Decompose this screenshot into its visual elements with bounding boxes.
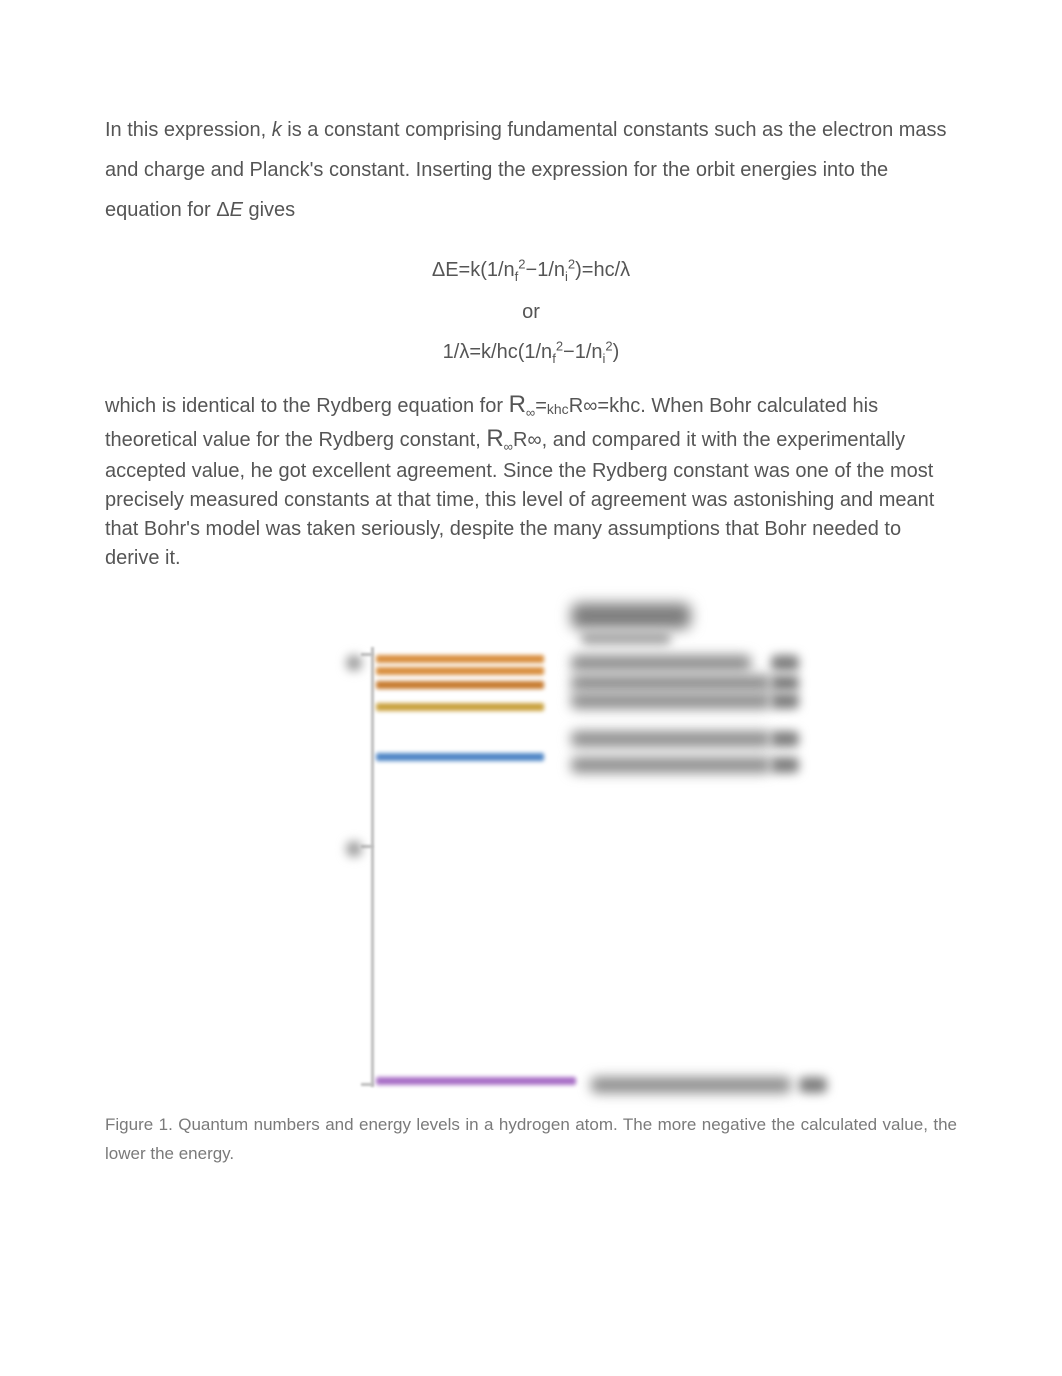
p2-R3: R bbox=[486, 425, 503, 452]
p2-R2: R∞=khc bbox=[569, 395, 641, 417]
eq2-b: −1/n bbox=[563, 341, 602, 363]
energy-level-line bbox=[376, 667, 544, 675]
energy-unit-blur bbox=[771, 655, 799, 671]
eq2-c: ) bbox=[613, 341, 620, 363]
energy-unit-blur bbox=[771, 675, 799, 691]
eq2-sup2: 2 bbox=[605, 338, 612, 353]
eq1-b: −1/n bbox=[526, 259, 565, 281]
energy-unit-blur bbox=[771, 731, 799, 747]
equation-1: ΔE=k(1/nf2−1/ni2)=hc/λ bbox=[105, 254, 957, 288]
equation-or: or bbox=[105, 296, 957, 328]
p2-a: which is identical to the Rydberg equati… bbox=[105, 395, 509, 417]
para1-post: gives bbox=[243, 199, 295, 221]
energy-level-label-blur bbox=[571, 693, 771, 709]
energy-level-figure bbox=[251, 597, 811, 1097]
energy-unit-blur bbox=[771, 693, 799, 709]
intro-paragraph: In this expression, k is a constant comp… bbox=[105, 110, 957, 230]
figure-tick bbox=[361, 653, 373, 656]
equation-2: 1/λ=k/hc(1/nf2−1/ni2) bbox=[105, 336, 957, 370]
para1-pre: In this expression, bbox=[105, 119, 272, 141]
energy-unit-blur bbox=[771, 757, 799, 773]
figure-container bbox=[105, 597, 957, 1097]
p2-R1: R bbox=[509, 391, 526, 418]
energy-level-line bbox=[376, 655, 544, 663]
p2-eq1: = bbox=[535, 395, 547, 417]
figure-caption: Figure 1. Quantum numbers and energy lev… bbox=[105, 1111, 957, 1169]
p2-R3sub: ∞ bbox=[504, 439, 513, 454]
p2-R1sub: ∞ bbox=[526, 405, 535, 420]
energy-level-line bbox=[376, 1077, 576, 1085]
energy-level-label-blur bbox=[571, 731, 771, 747]
figure-tick bbox=[361, 1083, 373, 1086]
energy-level-label-blur bbox=[591, 1077, 791, 1093]
eq1-a: ΔE=k(1/n bbox=[432, 259, 515, 281]
energy-level-line bbox=[376, 681, 544, 689]
para1-k: k bbox=[272, 119, 282, 141]
figure-tick bbox=[361, 845, 373, 848]
figure-title-blur bbox=[571, 603, 691, 629]
p2-R4: R∞ bbox=[513, 429, 542, 451]
figure-axis bbox=[371, 647, 374, 1087]
energy-level-line bbox=[376, 753, 544, 761]
energy-unit-blur bbox=[799, 1077, 827, 1093]
eq1-sup1: 2 bbox=[518, 256, 525, 271]
energy-level-label-blur bbox=[571, 757, 771, 773]
p2-khc: khc bbox=[547, 401, 569, 417]
energy-level-label-blur bbox=[571, 675, 771, 691]
figure-subtitle-blur bbox=[581, 631, 671, 645]
eq2-a: 1/λ=k/hc(1/n bbox=[443, 341, 553, 363]
figure-dot bbox=[346, 655, 362, 671]
eq2-sup1: 2 bbox=[556, 338, 563, 353]
energy-level-label-blur bbox=[571, 655, 751, 671]
eq1-c: )=hc/λ bbox=[575, 259, 630, 281]
figure-dot bbox=[346, 841, 362, 857]
energy-level-line bbox=[376, 703, 544, 711]
rydberg-paragraph: which is identical to the Rydberg equati… bbox=[105, 388, 957, 574]
para1-E: E bbox=[230, 199, 243, 221]
